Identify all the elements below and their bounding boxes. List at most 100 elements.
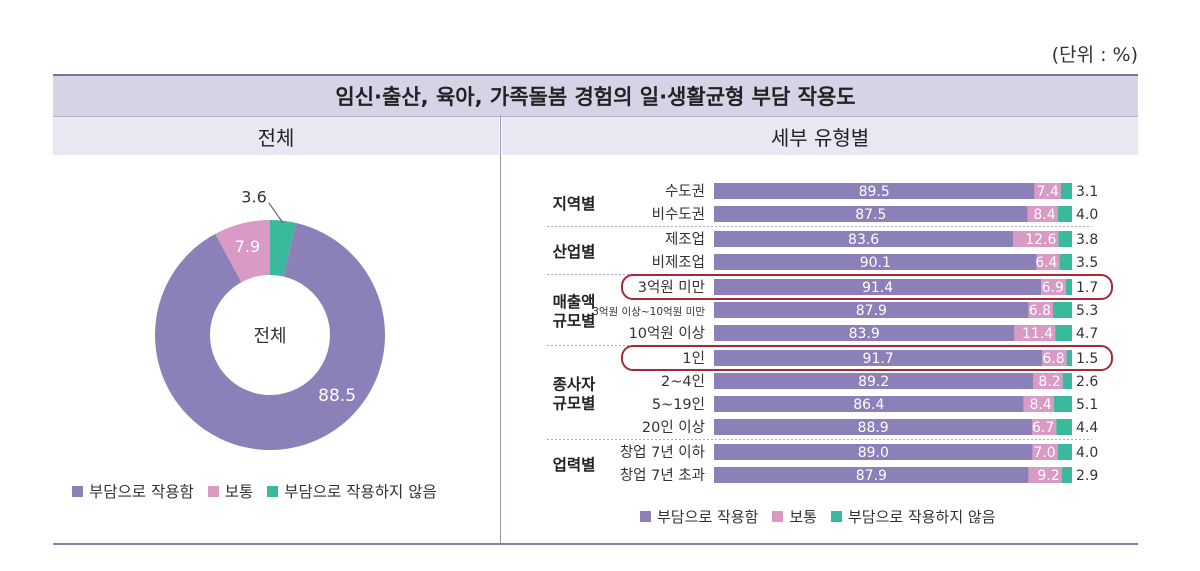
bar-segment-1 [1032,419,1057,435]
legend-label-noburden: 부담으로 작용하지 않음 [847,508,996,526]
bar-value-normal: 7.0 [1033,445,1055,461]
bar-value-burden: 89.5 [859,184,890,200]
bar-value-burden: 83.9 [849,326,880,342]
chart-title: 임신·출산, 육아, 가족돌봄 경험의 일·생활균형 부담 작용도 [53,74,1138,117]
bar-legend: 부담으로 작용함 보통 부담으로 작용하지 않음 [640,506,1010,527]
bar-value-noburden: 4.7 [1076,326,1098,342]
bar-segment-0 [714,350,1043,366]
bar-value-normal: 6.7 [1032,420,1054,436]
bar-value-noburden: 5.1 [1076,397,1098,413]
bar-value-burden: 89.2 [858,374,889,390]
row-label: 제조업 [665,231,705,248]
group-label: 지역별 [553,195,596,213]
group-label: 종사자 [553,376,597,394]
bar-segment-0 [714,254,1037,270]
legend-item-normal: 보통 [772,506,817,527]
legend-swatch-noburden [267,485,279,497]
bar-value-normal: 6.8 [1029,303,1051,319]
donut-center-label: 전체 [253,326,286,347]
bar-value-noburden: 2.9 [1076,468,1098,484]
legend-item-normal: 보통 [207,480,254,502]
legend-item-burden: 부담으로 작용함 [640,506,758,527]
bar-segment-0 [714,231,1014,247]
row-label: 1인 [682,350,705,367]
bar-segment-2 [1059,254,1072,270]
group-label: 매출액 [553,292,596,311]
bar-segment-1 [1013,231,1059,247]
legend-label-normal: 보통 [224,483,254,501]
bar-segment-0 [714,302,1029,318]
donut-slice-0 [154,222,385,450]
bottom-rule [53,543,1138,545]
legend-swatch-normal [207,485,219,497]
bar-segment-1 [1032,444,1058,460]
row-label: 창업 7년 초과 [620,467,705,484]
unit-label: (단위 : %) [1051,44,1138,66]
donut-slice-2 [270,220,296,277]
bar-value-normal: 8.2 [1038,374,1060,390]
donut-label-burden: 88.5 [318,386,356,406]
group-label: 규모별 [553,312,596,330]
bar-segment-1 [1033,373,1063,389]
bar-segment-2 [1057,444,1072,460]
bar-value-normal: 6.4 [1035,255,1057,271]
row-label: 수도권 [665,183,705,200]
bar-segment-0 [714,325,1015,341]
bar-value-normal: 8.4 [1029,397,1051,413]
legend-label-burden: 부담으로 작용함 [89,483,194,501]
legend-swatch-burden [72,485,83,497]
row-label: 비제조업 [652,254,705,271]
bar-value-burden: 87.9 [856,303,887,319]
bar-segment-2 [1057,206,1072,222]
bar-value-normal: 9.2 [1037,468,1059,484]
bar-value-burden: 87.5 [855,207,886,223]
bar-segment-2 [1053,396,1072,412]
panel-divider [500,115,501,545]
donut-chart: 88.5 7.9 3.6 전체 [154,188,385,450]
bar-value-noburden: 3.5 [1076,255,1098,271]
bar-segment-2 [1061,467,1072,483]
bar-segment-2 [1066,350,1072,366]
bar-segment-2 [1056,419,1072,435]
donut-legend: 부담으로 작용함 보통 부담으로 작용하지 않음 [72,480,451,502]
bar-segment-2 [1060,183,1072,199]
bar-segment-1 [1027,206,1058,222]
bar-segment-0 [714,419,1033,435]
right-panel-header: 세부 유형별 [502,117,1138,155]
bar-value-burden: 88.9 [858,420,889,436]
bar-segment-1 [1034,183,1061,199]
bar-segment-0 [714,206,1028,222]
legend-item-burden: 부담으로 작용함 [72,480,194,502]
bar-segment-0 [714,467,1029,483]
bar-value-noburden: 1.7 [1076,280,1098,296]
highlight-outline [621,345,1113,371]
bar-value-noburden: 5.3 [1076,303,1098,319]
bar-segment-2 [1058,231,1072,247]
row-label: 3억원 미만 [638,279,705,296]
bar-value-noburden: 1.5 [1076,351,1098,367]
bar-segment-0 [714,183,1035,199]
bar-segment-1 [1014,325,1056,341]
legend-label-normal: 보통 [789,508,817,526]
bar-value-normal: 11.4 [1022,326,1053,342]
bar-value-burden: 90.1 [860,255,891,271]
group-label: 업력별 [553,455,596,474]
bar-value-normal: 6.8 [1042,351,1064,367]
legend-label-noburden: 부담으로 작용하지 않음 [284,483,437,501]
bar-segment-0 [714,373,1034,389]
donut-label-normal: 7.9 [235,237,260,256]
legend-swatch-normal [772,511,784,522]
bar-value-burden: 86.4 [853,397,884,413]
bar-segment-1 [1028,302,1054,318]
bar-value-noburden: 4.0 [1076,207,1098,223]
donut-label-noburden: 3.6 [241,188,266,207]
legend-swatch-burden [640,511,651,522]
legend-label-burden: 부담으로 작용함 [657,508,759,526]
bar-value-noburden: 3.1 [1076,184,1098,200]
bar-segment-2 [1053,302,1072,318]
bar-segment-2 [1065,279,1072,295]
row-label: 창업 7년 이하 [620,444,705,461]
bar-value-burden: 87.9 [856,468,887,484]
group-label: 산업별 [553,243,596,261]
